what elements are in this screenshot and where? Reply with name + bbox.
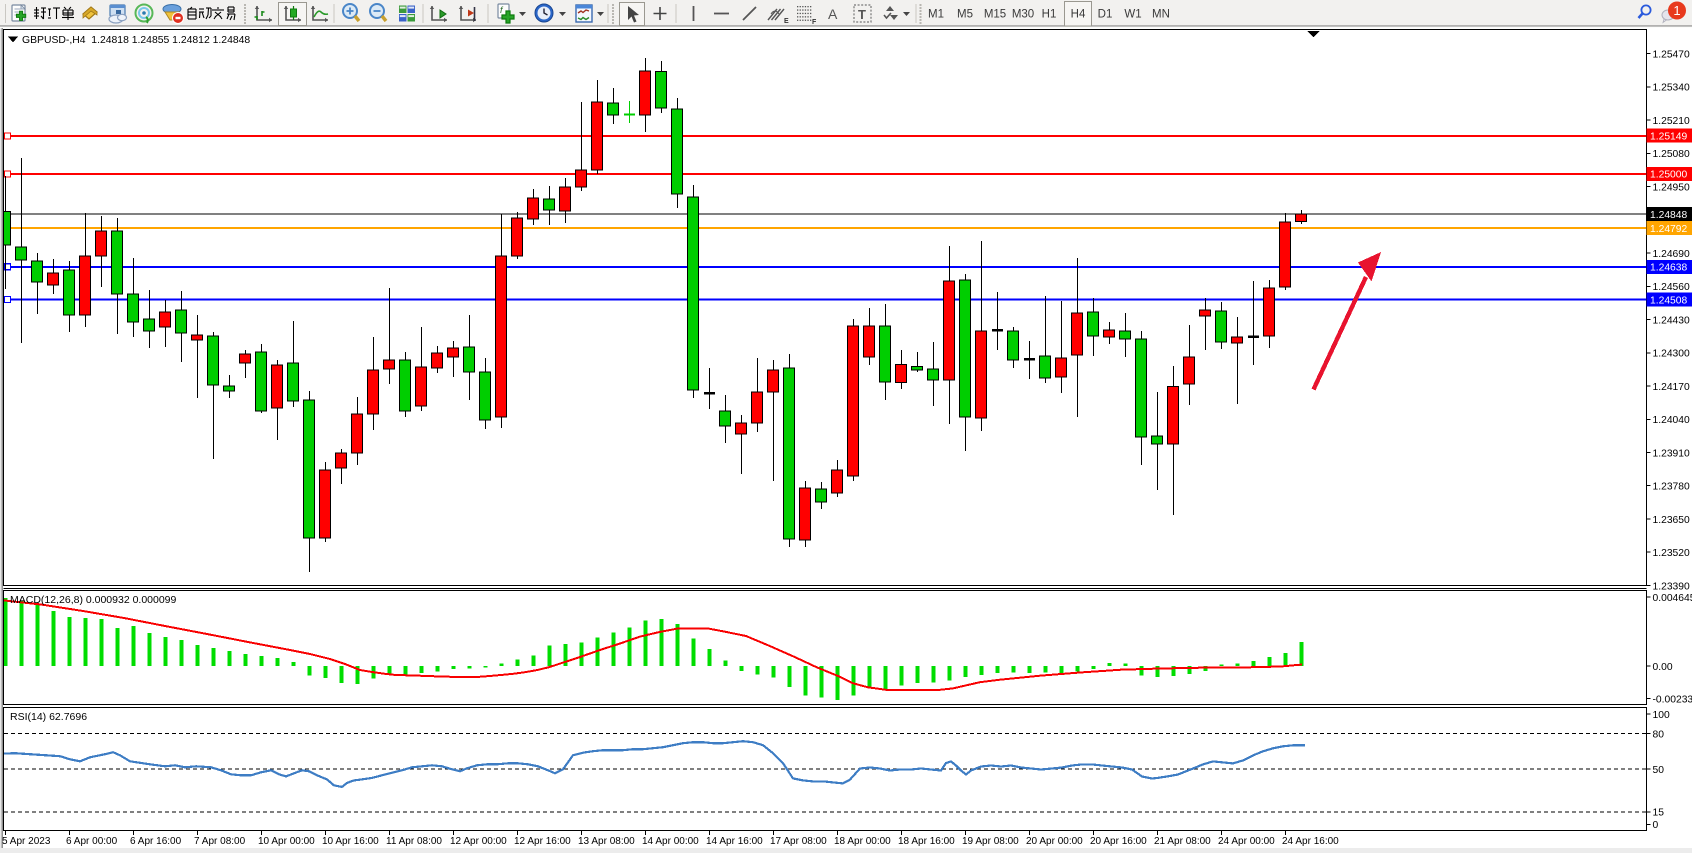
svg-text:1.24848: 1.24848 <box>1650 210 1687 221</box>
svg-text:1.24300: 1.24300 <box>1653 349 1690 360</box>
svg-text:1.24430: 1.24430 <box>1653 315 1690 326</box>
svg-text:M1: M1 <box>928 9 944 21</box>
svg-text:24 Apr 16:00: 24 Apr 16:00 <box>1282 836 1339 847</box>
svg-text:1.23780: 1.23780 <box>1653 482 1690 493</box>
svg-text:1.24508: 1.24508 <box>1650 295 1687 306</box>
svg-text:-0.00233: -0.00233 <box>1653 694 1692 705</box>
svg-text:1.25000: 1.25000 <box>1650 170 1687 181</box>
svg-text:A: A <box>828 6 838 22</box>
svg-text:E: E <box>784 18 789 25</box>
svg-text:24 Apr 00:00: 24 Apr 00:00 <box>1218 836 1275 847</box>
svg-text:50: 50 <box>1653 765 1665 776</box>
svg-text:1.24792: 1.24792 <box>1650 224 1687 235</box>
svg-text:100: 100 <box>1653 710 1670 721</box>
svg-text:7 Apr 08:00: 7 Apr 08:00 <box>194 836 246 847</box>
svg-text:RSI(14) 62.7696: RSI(14) 62.7696 <box>10 711 87 723</box>
svg-text:M30: M30 <box>1012 9 1034 21</box>
svg-text:1.24560: 1.24560 <box>1653 282 1690 293</box>
svg-text:MN: MN <box>1152 9 1170 21</box>
svg-text:MACD(12,26,8) 0.000932 0.00009: MACD(12,26,8) 0.000932 0.000099 <box>10 594 177 606</box>
svg-text:1.23390: 1.23390 <box>1653 581 1690 592</box>
svg-text:1.24690: 1.24690 <box>1653 249 1690 260</box>
svg-text:H4: H4 <box>1071 9 1086 21</box>
svg-text:18 Apr 16:00: 18 Apr 16:00 <box>898 836 955 847</box>
svg-text:1.25149: 1.25149 <box>1650 132 1687 143</box>
svg-text:13 Apr 08:00: 13 Apr 08:00 <box>578 836 635 847</box>
svg-text:21 Apr 08:00: 21 Apr 08:00 <box>1154 836 1211 847</box>
svg-text:14 Apr 16:00: 14 Apr 16:00 <box>706 836 763 847</box>
svg-text:80: 80 <box>1653 729 1665 740</box>
svg-text:1.25210: 1.25210 <box>1653 116 1690 127</box>
svg-text:19 Apr 08:00: 19 Apr 08:00 <box>962 836 1019 847</box>
svg-text:H1: H1 <box>1042 9 1057 21</box>
svg-text:20 Apr 00:00: 20 Apr 00:00 <box>1026 836 1083 847</box>
svg-text:10 Apr 00:00: 10 Apr 00:00 <box>258 836 315 847</box>
svg-text:GBPUSD-,H4 1.24818 1.24855 1.: GBPUSD-,H4 1.24818 1.24855 1.24812 1.248… <box>22 35 250 46</box>
svg-text:1.25340: 1.25340 <box>1653 83 1690 94</box>
svg-text:1: 1 <box>1673 3 1680 18</box>
svg-text:12 Apr 00:00: 12 Apr 00:00 <box>450 836 507 847</box>
svg-text:1.25080: 1.25080 <box>1653 149 1690 160</box>
svg-text:T: T <box>858 7 866 22</box>
svg-text:12 Apr 16:00: 12 Apr 16:00 <box>514 836 571 847</box>
svg-text:1.24040: 1.24040 <box>1653 415 1690 426</box>
svg-text:1.23910: 1.23910 <box>1653 448 1690 459</box>
svg-text:1.25470: 1.25470 <box>1653 49 1690 60</box>
svg-text:1.23650: 1.23650 <box>1653 515 1690 526</box>
svg-text:W1: W1 <box>1124 9 1141 21</box>
svg-text:6 Apr 16:00: 6 Apr 16:00 <box>130 836 182 847</box>
svg-text:0.00: 0.00 <box>1653 662 1673 673</box>
svg-text:6 Apr 00:00: 6 Apr 00:00 <box>66 836 118 847</box>
svg-text:D1: D1 <box>1098 9 1113 21</box>
svg-text:M5: M5 <box>957 9 973 21</box>
svg-text:f: f <box>500 5 504 15</box>
svg-text:0: 0 <box>1653 820 1659 831</box>
svg-text:10 Apr 16:00: 10 Apr 16:00 <box>322 836 379 847</box>
svg-text:14 Apr 00:00: 14 Apr 00:00 <box>642 836 699 847</box>
svg-text:M15: M15 <box>984 9 1006 21</box>
svg-text:F: F <box>812 19 817 26</box>
svg-text:15: 15 <box>1653 808 1665 819</box>
svg-text:0.004645: 0.004645 <box>1653 593 1692 604</box>
svg-text:11 Apr 08:00: 11 Apr 08:00 <box>386 836 442 847</box>
svg-text:17 Apr 08:00: 17 Apr 08:00 <box>770 836 827 847</box>
svg-text:1.24638: 1.24638 <box>1650 263 1687 274</box>
svg-text:1.23520: 1.23520 <box>1653 548 1690 559</box>
svg-text:20 Apr 16:00: 20 Apr 16:00 <box>1090 836 1147 847</box>
svg-text:1.24170: 1.24170 <box>1653 382 1690 393</box>
svg-text:18 Apr 00:00: 18 Apr 00:00 <box>834 836 891 847</box>
svg-text:5 Apr 2023: 5 Apr 2023 <box>2 836 51 847</box>
svg-text:1.24950: 1.24950 <box>1653 182 1690 193</box>
